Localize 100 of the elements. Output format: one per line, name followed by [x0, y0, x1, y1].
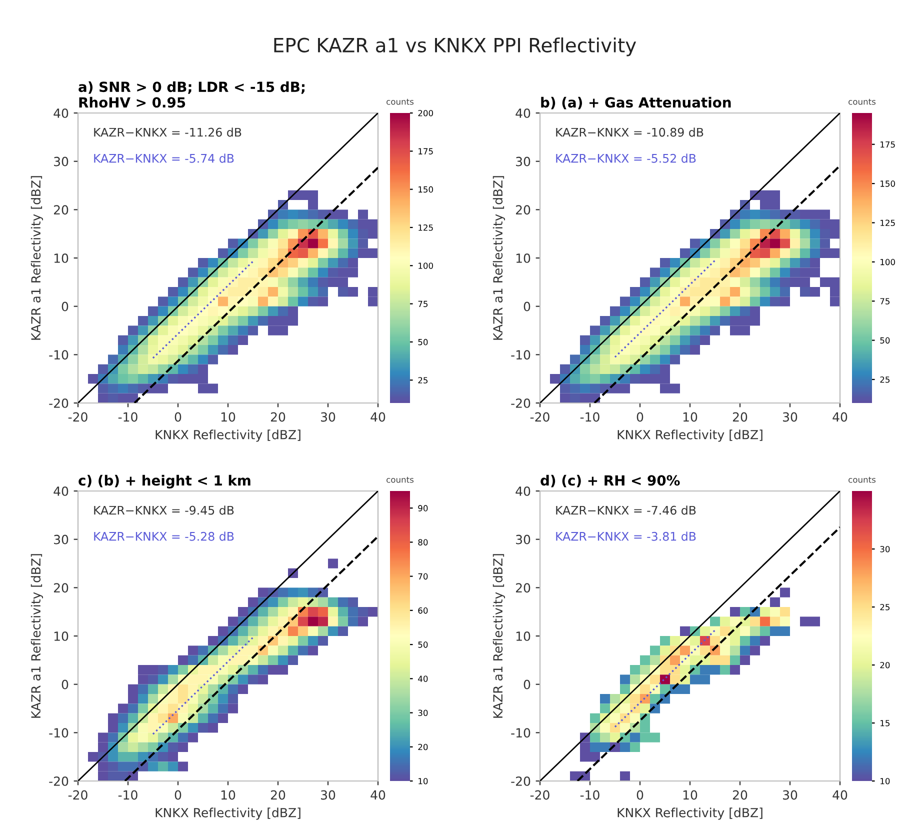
- color-bar-title: counts: [386, 98, 414, 105]
- x-tick-label: 30: [321, 412, 336, 422]
- x-tick-label: 10: [683, 790, 698, 800]
- color-bar-label: 75: [418, 300, 428, 308]
- color-bar-label: 125: [880, 220, 895, 226]
- y-tick-label: 40: [54, 108, 68, 118]
- chart-title: d) (c) + RH < 90%: [540, 474, 680, 488]
- y-tick-label: -20: [511, 398, 530, 408]
- color-bar-label: 70: [418, 573, 428, 580]
- y-tick-label: 0: [62, 680, 68, 690]
- annotation: KAZR−KNKX = -10.89 dB: [556, 128, 704, 137]
- y-axis-title: KAZR a1 Reflectivity [dBZ]: [30, 176, 43, 340]
- annotation: KAZR−KNKX = -5.74 dB: [94, 154, 234, 163]
- color-bar-title: counts: [386, 476, 414, 483]
- x-tick-label: -10: [118, 790, 138, 800]
- y-tick-label: -10: [49, 350, 68, 360]
- y-tick-label: 20: [54, 583, 68, 593]
- x-tick-label: 30: [783, 790, 798, 800]
- y-tick-label: 30: [54, 534, 68, 544]
- x-axis-title: KNKX Reflectivity [dBZ]: [156, 808, 300, 820]
- color-bar-label: 200: [418, 110, 433, 116]
- color-bar-label: 80: [418, 539, 428, 546]
- y-tick-label: 0: [524, 302, 530, 312]
- x-tick-label: 40: [370, 412, 386, 422]
- color-bar-label: 10: [880, 778, 890, 784]
- chart-title: b) (a) + Gas Attenuation: [541, 96, 731, 110]
- y-tick-label: 0: [62, 302, 68, 312]
- y-tick-label: 30: [54, 156, 68, 166]
- color-bar-label: 15: [880, 720, 890, 726]
- y-tick-label: -20: [49, 776, 68, 786]
- color-bar-label: 25: [880, 604, 890, 610]
- x-tick-label: 40: [832, 412, 848, 422]
- y-tick-label: 0: [524, 680, 530, 690]
- color-bar-label: 10: [418, 778, 428, 784]
- y-tick-label: 40: [516, 108, 530, 118]
- y-tick-label: 40: [54, 486, 68, 496]
- color-bar-label: 125: [418, 224, 433, 231]
- color-bar-label: 90: [418, 505, 428, 512]
- y-tick-label: 10: [516, 631, 530, 641]
- x-tick-label: 30: [321, 790, 336, 800]
- chart-title: a) SNR > 0 dB; LDR < -15 dB; RhoHV > 0.95: [78, 81, 304, 108]
- x-tick-label: -20: [530, 412, 550, 422]
- y-tick-label: -10: [511, 350, 530, 360]
- color-bar-label: 20: [880, 662, 890, 668]
- y-tick-label: 20: [516, 583, 530, 593]
- x-tick-label: -10: [580, 790, 600, 800]
- x-tick-label: 20: [732, 790, 748, 800]
- color-bar-label: 30: [418, 710, 428, 716]
- color-bar-label: 150: [418, 186, 433, 193]
- color-bar-label: 100: [418, 262, 433, 269]
- color-bar-label: 75: [880, 298, 890, 304]
- color-bar-label: 175: [880, 141, 895, 148]
- y-tick-label: 30: [516, 534, 530, 544]
- chart-title: c) (b) + height < 1 km: [78, 474, 250, 488]
- color-bar-title: counts: [848, 476, 876, 483]
- y-tick-label: -10: [49, 728, 68, 738]
- x-tick-label: 0: [636, 412, 644, 422]
- x-tick-label: 10: [683, 412, 698, 422]
- x-tick-label: 30: [783, 412, 798, 422]
- y-tick-label: 20: [54, 205, 68, 215]
- x-tick-label: 20: [732, 412, 748, 422]
- x-tick-label: -20: [68, 790, 88, 800]
- color-bar-label: 20: [418, 744, 428, 750]
- x-tick-label: -20: [530, 790, 550, 800]
- x-tick-label: -10: [580, 412, 600, 422]
- x-axis-title: KNKX Reflectivity [dBZ]: [156, 430, 300, 442]
- color-bar-label: 50: [880, 337, 890, 344]
- y-tick-label: 30: [516, 156, 530, 166]
- x-tick-label: 40: [832, 790, 848, 800]
- x-tick-label: 0: [174, 790, 182, 800]
- color-bar-label: 30: [880, 546, 890, 552]
- color-bar-title: counts: [848, 98, 876, 105]
- y-axis-title: KAZR a1 Reflectivity [dBZ]: [492, 176, 505, 340]
- color-bar-label: 25: [880, 376, 890, 383]
- color-bar-label: 40: [418, 676, 428, 682]
- y-axis-title: KAZR a1 Reflectivity [dBZ]: [492, 554, 505, 718]
- y-tick-label: 20: [516, 205, 530, 215]
- y-tick-label: 10: [54, 631, 68, 641]
- x-axis-title: KNKX Reflectivity [dBZ]: [618, 430, 762, 442]
- y-tick-label: 40: [516, 486, 530, 496]
- color-bar-label: 25: [418, 377, 428, 384]
- annotation: KAZR−KNKX = -11.26 dB: [94, 128, 242, 137]
- y-tick-label: -20: [511, 776, 530, 786]
- color-bar-label: 50: [418, 338, 428, 346]
- y-tick-label: 10: [516, 253, 530, 263]
- x-tick-label: 20: [270, 790, 286, 800]
- x-tick-label: 0: [174, 412, 182, 422]
- color-bar-label: 60: [418, 607, 428, 614]
- color-bar-label: 50: [418, 642, 428, 648]
- annotation: KAZR−KNKX = -5.28 dB: [94, 532, 234, 541]
- y-axis-title: KAZR a1 Reflectivity [dBZ]: [30, 554, 43, 718]
- x-tick-label: 0: [636, 790, 644, 800]
- color-bar-label: 100: [880, 258, 895, 266]
- color-bar-label: 175: [418, 148, 433, 154]
- y-tick-label: 10: [54, 253, 68, 263]
- y-tick-label: -10: [511, 728, 530, 738]
- annotation: KAZR−KNKX = -5.52 dB: [556, 154, 696, 163]
- y-tick-label: -20: [49, 398, 68, 408]
- annotation: KAZR−KNKX = -9.45 dB: [94, 506, 234, 515]
- x-tick-label: 40: [370, 790, 386, 800]
